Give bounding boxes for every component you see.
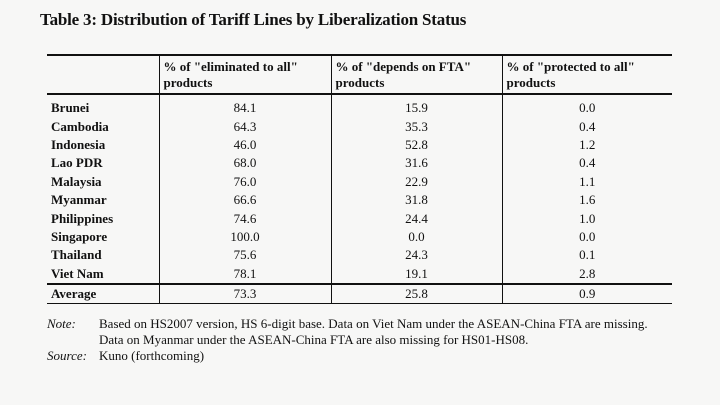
eliminated-cell: 76.0 [158, 172, 331, 191]
protected-cell: 0.0 [501, 227, 672, 247]
country-cell: Malaysia [51, 173, 102, 189]
header-depends: % of "depends on FTA" products [330, 55, 502, 94]
country-cell: Cambodia [51, 118, 109, 134]
table-row: Viet Nam 78.1 19.1 2.8 [47, 264, 672, 284]
average-depends: 25.8 [330, 283, 502, 304]
header-protected: % of "protected to all" products [501, 55, 672, 94]
country-cell: Singapore [51, 228, 108, 244]
eliminated-cell: 84.1 [158, 94, 331, 118]
note-label: Note: [47, 316, 76, 331]
country-cell: Viet Nam [51, 265, 104, 281]
protected-cell: 0.1 [501, 246, 672, 265]
protected-cell: 0.4 [501, 117, 672, 136]
table-row: Cambodia 64.3 35.3 0.4 [47, 117, 672, 136]
depends-cell: 31.6 [330, 154, 502, 173]
source-label: Source: [47, 348, 87, 363]
depends-cell: 35.3 [330, 117, 502, 136]
table-row: Singapore 100.0 0.0 0.0 [47, 227, 672, 247]
eliminated-cell: 75.6 [158, 246, 331, 265]
country-cell: Philippines [51, 210, 114, 226]
table-row: Lao PDR 68.0 31.6 0.4 [47, 154, 672, 173]
header-eliminated: % of "eliminated to all" products [158, 55, 331, 94]
average-protected: 0.9 [501, 283, 672, 304]
note: Note: Based on HS2007 version, HS 6-digi… [47, 316, 672, 348]
average-label: Average [51, 285, 97, 301]
table-row: Indonesia 46.0 52.8 1.2 [47, 135, 672, 155]
header-row: % of "eliminated to all" products % of "… [47, 55, 672, 94]
protected-cell: 1.0 [501, 209, 672, 228]
eliminated-cell: 74.6 [158, 209, 331, 228]
country-cell: Thailand [51, 247, 102, 263]
protected-cell: 2.8 [501, 264, 672, 284]
depends-cell: 52.8 [330, 135, 502, 155]
table-row: Philippines 74.6 24.4 1.0 [47, 209, 672, 228]
header-country [47, 55, 159, 94]
eliminated-cell: 46.0 [158, 135, 331, 155]
note-text: Based on HS2007 version, HS 6-digit base… [99, 316, 648, 347]
depends-cell: 22.9 [330, 172, 502, 191]
country-cell: Lao PDR [51, 155, 103, 171]
country-cell: Brunei [51, 100, 90, 116]
depends-cell: 31.8 [330, 190, 502, 210]
average-row: Average 73.3 25.8 0.9 [47, 283, 672, 304]
source-text: Kuno (forthcoming) [99, 348, 205, 363]
depends-cell: 19.1 [330, 264, 502, 284]
table-notes: Note: Based on HS2007 version, HS 6-digi… [47, 316, 672, 364]
protected-cell: 1.2 [501, 135, 672, 155]
protected-cell: 0.4 [501, 154, 672, 173]
depends-cell: 15.9 [330, 94, 502, 118]
eliminated-cell: 68.0 [158, 154, 331, 173]
table-row: Brunei 84.1 15.9 0.0 [47, 94, 672, 118]
average-eliminated: 73.3 [158, 283, 331, 304]
protected-cell: 0.0 [501, 94, 672, 118]
source: Source: Kuno (forthcoming) [47, 348, 672, 364]
depends-cell: 24.3 [330, 246, 502, 265]
depends-cell: 0.0 [330, 227, 502, 247]
table-row: Malaysia 76.0 22.9 1.1 [47, 172, 672, 191]
country-cell: Indonesia [51, 136, 106, 152]
eliminated-cell: 64.3 [158, 117, 331, 136]
table-row: Myanmar 66.6 31.8 1.6 [47, 190, 672, 210]
eliminated-cell: 66.6 [158, 190, 331, 210]
eliminated-cell: 100.0 [158, 227, 331, 247]
liberalization-table: % of "eliminated to all" products % of "… [47, 54, 672, 304]
eliminated-cell: 78.1 [158, 264, 331, 284]
country-cell: Myanmar [51, 192, 107, 208]
table-title: Table 3: Distribution of Tariff Lines by… [40, 10, 467, 29]
protected-cell: 1.1 [501, 172, 672, 191]
protected-cell: 1.6 [501, 190, 672, 210]
depends-cell: 24.4 [330, 209, 502, 228]
table-row: Thailand 75.6 24.3 0.1 [47, 246, 672, 265]
